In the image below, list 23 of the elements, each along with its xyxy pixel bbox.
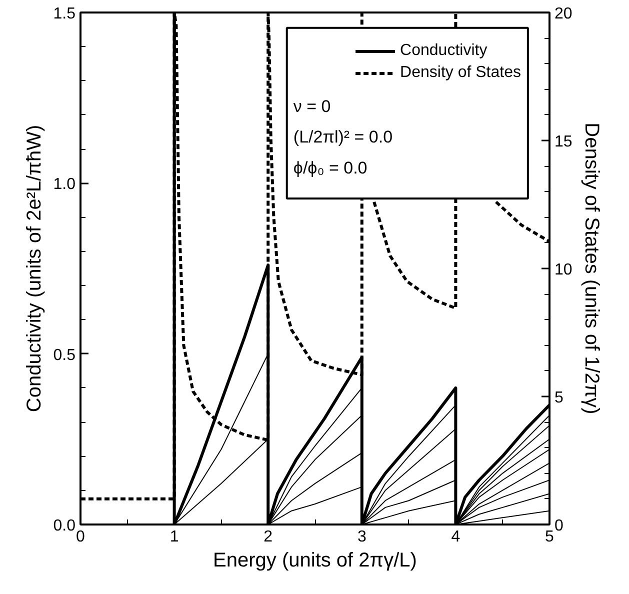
y2-tick-label: 5 bbox=[554, 390, 564, 406]
x-tick-label: 5 bbox=[545, 528, 554, 546]
annotation: ϕ/ϕ₀ = 0.0 bbox=[293, 158, 368, 178]
y-axis-title: Conductivity (units of 2e²L/πħW) bbox=[23, 124, 46, 412]
x-axis-title: Energy (units of 2πγ/L) bbox=[213, 550, 417, 572]
y2-tick-label: 10 bbox=[554, 262, 572, 278]
y2-tick-label: 0 bbox=[554, 518, 564, 534]
x-tick-label: 2 bbox=[264, 528, 273, 546]
y-tick-label: 1.5 bbox=[53, 6, 76, 22]
y2-tick-label: 20 bbox=[554, 6, 572, 22]
x-tick-label: 4 bbox=[451, 528, 460, 546]
y2-tick-label: 15 bbox=[554, 134, 572, 150]
x-tick-label: 1 bbox=[170, 528, 179, 546]
annotation: (L/2πl)² = 0.0 bbox=[293, 128, 393, 147]
y-tick-label: 1.0 bbox=[53, 176, 76, 194]
x-tick-label: 0 bbox=[76, 528, 86, 546]
legend-label: Density of States bbox=[400, 63, 521, 83]
y-tick-label: 0.5 bbox=[53, 346, 76, 364]
x-tick-label: 3 bbox=[357, 528, 366, 546]
annotation: ν = 0 bbox=[293, 96, 331, 116]
y2-axis-title: Density of States (units of 1/2πγ) bbox=[580, 122, 602, 414]
y-tick-label: 0.0 bbox=[53, 518, 76, 534]
legend-label: Conductivity bbox=[400, 41, 488, 61]
